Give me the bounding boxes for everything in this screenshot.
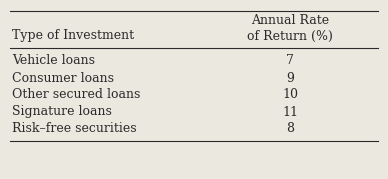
Text: 9: 9 [286, 71, 294, 84]
Text: 10: 10 [282, 88, 298, 101]
Text: 7: 7 [286, 54, 294, 67]
Text: 8: 8 [286, 122, 294, 136]
Text: Risk–free securities: Risk–free securities [12, 122, 137, 136]
Text: Annual Rate: Annual Rate [251, 14, 329, 28]
Text: Other secured loans: Other secured loans [12, 88, 140, 101]
Text: of Return (%): of Return (%) [247, 30, 333, 42]
Text: Type of Investment: Type of Investment [12, 30, 134, 42]
Text: Signature loans: Signature loans [12, 105, 112, 118]
Text: Consumer loans: Consumer loans [12, 71, 114, 84]
Text: 11: 11 [282, 105, 298, 118]
Text: Vehicle loans: Vehicle loans [12, 54, 95, 67]
